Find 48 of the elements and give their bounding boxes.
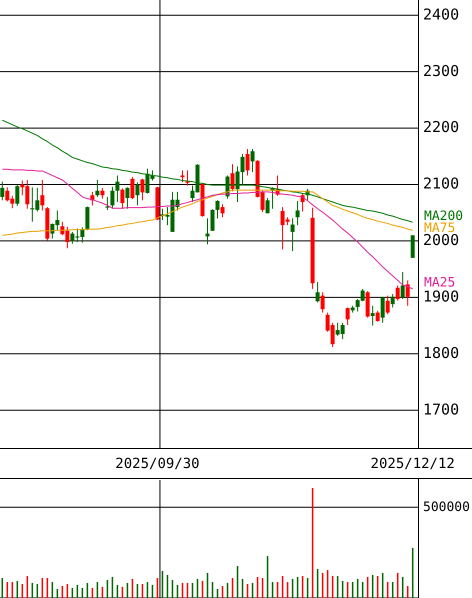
candlestick bbox=[316, 282, 320, 303]
candlestick bbox=[396, 285, 400, 302]
candlestick bbox=[40, 179, 44, 211]
candlestick bbox=[370, 305, 375, 326]
candlestick bbox=[135, 182, 140, 206]
candlestick bbox=[120, 188, 124, 210]
candlestick bbox=[346, 307, 350, 326]
candlestick bbox=[376, 310, 380, 322]
candlestick bbox=[125, 186, 130, 210]
x-tick-label: 2025/09/30 bbox=[115, 456, 200, 472]
candlestick bbox=[216, 200, 220, 219]
candlestick bbox=[230, 164, 235, 192]
y-tick-label: 2200 bbox=[423, 118, 460, 136]
candlestick bbox=[290, 218, 295, 252]
candlestick bbox=[266, 198, 270, 214]
candlestick bbox=[320, 292, 325, 314]
y-tick-label: 500000 bbox=[423, 500, 470, 515]
y-tick-label: 2300 bbox=[423, 62, 460, 80]
candlestick bbox=[406, 280, 410, 306]
y-tick-label: 1700 bbox=[423, 400, 460, 418]
series-label: MA200 bbox=[424, 208, 464, 224]
candlestick bbox=[390, 293, 395, 308]
candlestick bbox=[115, 174, 120, 202]
candlestick bbox=[85, 206, 90, 231]
candlestick bbox=[110, 186, 114, 210]
candlestick bbox=[100, 187, 104, 200]
candlestick bbox=[400, 271, 405, 300]
candlestick bbox=[15, 184, 20, 206]
candlestick bbox=[210, 208, 215, 232]
candlestick bbox=[296, 200, 300, 226]
candlestick bbox=[206, 218, 210, 245]
y-tick-label: 2400 bbox=[423, 5, 460, 24]
candlestick bbox=[220, 204, 225, 218]
y-tick-label: 2100 bbox=[423, 174, 460, 193]
candlestick bbox=[386, 295, 390, 315]
y-tick-label: 1800 bbox=[423, 344, 460, 362]
candlestick bbox=[95, 179, 100, 198]
candlestick bbox=[185, 170, 190, 186]
line-series bbox=[2, 120, 414, 223]
candlestick bbox=[380, 296, 385, 324]
y-tick-label: 2000 bbox=[423, 231, 460, 250]
candlestick bbox=[246, 148, 250, 176]
candlestick bbox=[0, 181, 4, 201]
candlestick bbox=[250, 148, 255, 173]
candlestick bbox=[140, 178, 144, 201]
x-tick-label: 2025/12/12 bbox=[370, 456, 455, 472]
candlestick bbox=[130, 176, 134, 200]
candlestick bbox=[410, 234, 415, 258]
